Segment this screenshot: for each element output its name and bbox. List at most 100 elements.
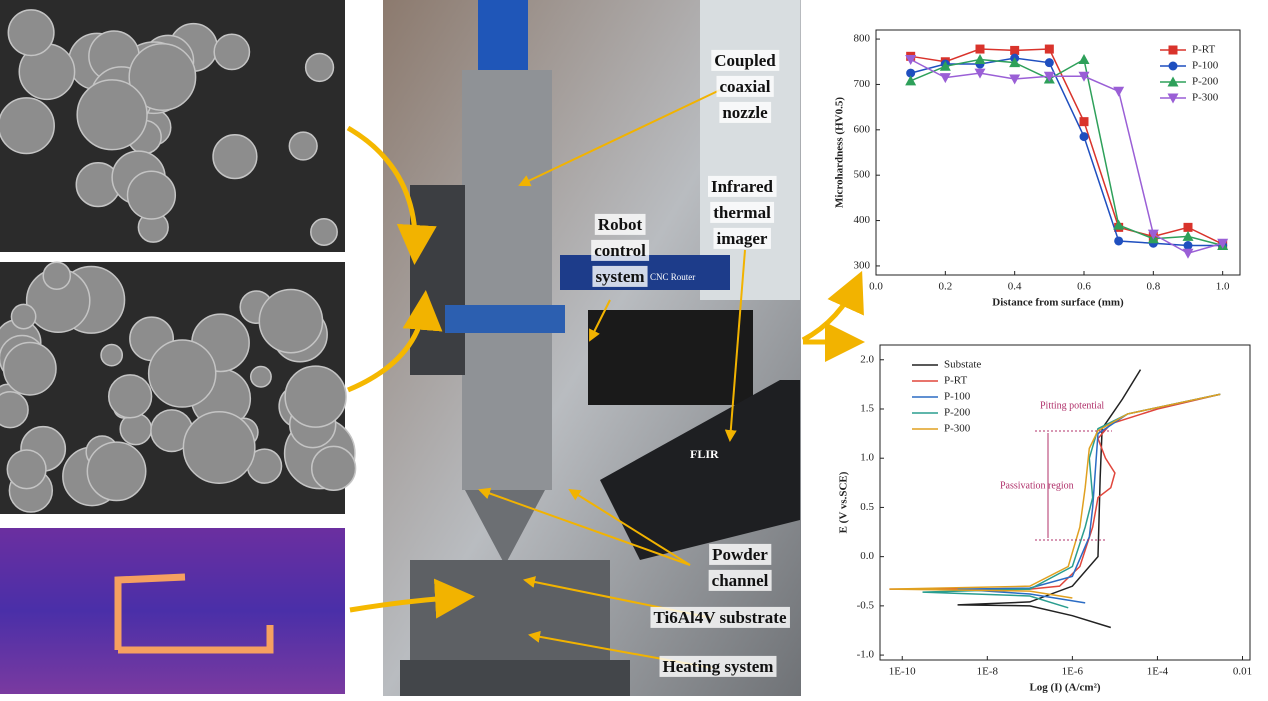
x-tick-label: 1.0 — [1216, 281, 1230, 293]
label-background — [711, 49, 780, 71]
x-tick-label: 0.01 — [1233, 666, 1252, 678]
marker — [1044, 44, 1054, 54]
photo-label: Heating system — [663, 657, 774, 676]
label-background — [707, 175, 777, 197]
particle — [86, 441, 147, 502]
particle — [126, 170, 177, 220]
heating-base — [400, 660, 630, 696]
marker — [1113, 86, 1125, 97]
marker — [939, 60, 951, 71]
series-line — [889, 393, 1221, 590]
y-tick-label: 0.5 — [860, 501, 874, 513]
particle — [107, 374, 153, 419]
annotation: Pitting potential — [1040, 400, 1104, 411]
particle — [7, 9, 55, 57]
series-line — [889, 393, 1221, 599]
nozzle-top — [478, 0, 528, 70]
nozzle-column — [462, 70, 552, 490]
particle — [213, 33, 251, 71]
marker — [975, 44, 985, 54]
marker — [1182, 248, 1194, 259]
plot-frame — [875, 29, 1241, 276]
y-tick-label: 400 — [854, 214, 871, 226]
particle — [147, 339, 217, 408]
y-axis-label: E (V vs.SCE) — [838, 471, 850, 533]
label-background — [592, 265, 648, 287]
label-background — [719, 101, 772, 123]
particle — [249, 365, 272, 388]
photo-label: imager — [717, 229, 768, 248]
chart-hardness: 0.0 0.2 0.4 0.6 0.8 1.0 300 400 500 600 700 800 Dist… — [834, 29, 1241, 309]
y-tick-label: 300 — [854, 259, 871, 271]
y-tick-label: 1.0 — [860, 452, 874, 464]
label-background — [650, 606, 790, 628]
flow-arrows — [346, 125, 865, 619]
marker — [1078, 53, 1090, 64]
legend-label: P-200 — [1192, 76, 1219, 88]
y-tick-label: 500 — [854, 169, 871, 181]
marker — [1113, 219, 1125, 230]
legend-label: P-200 — [944, 407, 971, 419]
particle — [10, 303, 37, 330]
marker — [974, 68, 986, 79]
photo-label: Powder — [712, 545, 768, 564]
marker — [939, 73, 951, 84]
particle — [2, 341, 57, 396]
marker — [974, 53, 986, 64]
marker — [1079, 132, 1089, 142]
x-tick-label: 1E-4 — [1147, 666, 1169, 678]
marker — [1167, 93, 1179, 104]
y-tick-label: 700 — [854, 78, 871, 90]
y-tick-label: 1.5 — [860, 403, 874, 415]
particle — [76, 79, 148, 151]
marker — [1183, 222, 1193, 232]
marker — [1044, 58, 1054, 68]
label-background — [716, 75, 774, 97]
particle — [212, 133, 258, 180]
marker — [905, 54, 917, 65]
nozzle-plate — [410, 185, 465, 375]
marker — [1182, 230, 1194, 241]
legend-label: Substate — [944, 359, 981, 371]
x-tick-label: 0.4 — [1008, 281, 1022, 293]
x-tick-label: 0.6 — [1077, 281, 1091, 293]
plot-frame — [879, 344, 1251, 661]
particle — [310, 445, 357, 492]
y-axis-label: Microhardness (HV0.5) — [834, 97, 846, 208]
marker — [1217, 238, 1229, 249]
marker — [905, 75, 917, 86]
legend-label: P-RT — [1192, 44, 1215, 56]
label-background — [591, 239, 650, 261]
particle — [100, 343, 124, 367]
camera — [600, 380, 800, 560]
thermal-image — [0, 528, 345, 694]
particle — [304, 52, 335, 83]
photo-label: Robot — [598, 215, 643, 234]
marker — [1078, 71, 1090, 82]
x-axis-label: Distance from surface (mm) — [992, 297, 1124, 309]
marker — [1009, 57, 1021, 68]
setup-photo: CNC Router FLIR — [383, 0, 801, 696]
particle — [128, 43, 197, 111]
y-tick-label: 0.0 — [860, 550, 874, 562]
y-tick-label: 800 — [854, 33, 871, 45]
label-background — [710, 201, 775, 223]
photo-label: Ti6Al4V substrate — [653, 608, 786, 627]
photo-label: coaxial — [720, 77, 771, 96]
control-box — [588, 310, 753, 405]
sem-images — [0, 0, 357, 694]
x-tick-label: 1E-10 — [889, 666, 916, 678]
photo-label: system — [595, 267, 644, 286]
marker — [1009, 74, 1021, 85]
series-line — [910, 58, 1223, 247]
legend-label: P-300 — [1192, 92, 1219, 104]
series-line — [910, 58, 1223, 255]
photo-label: channel — [712, 571, 769, 590]
x-tick-label: 0.8 — [1146, 281, 1160, 293]
photo-labels: Coupled coaxial nozzle Infrared thermal image… — [591, 49, 790, 677]
series-line — [922, 393, 1221, 609]
marker — [1079, 117, 1089, 127]
legend-label: P-100 — [944, 391, 971, 403]
x-axis-label: Log (I) (A/cm²) — [1029, 682, 1100, 694]
